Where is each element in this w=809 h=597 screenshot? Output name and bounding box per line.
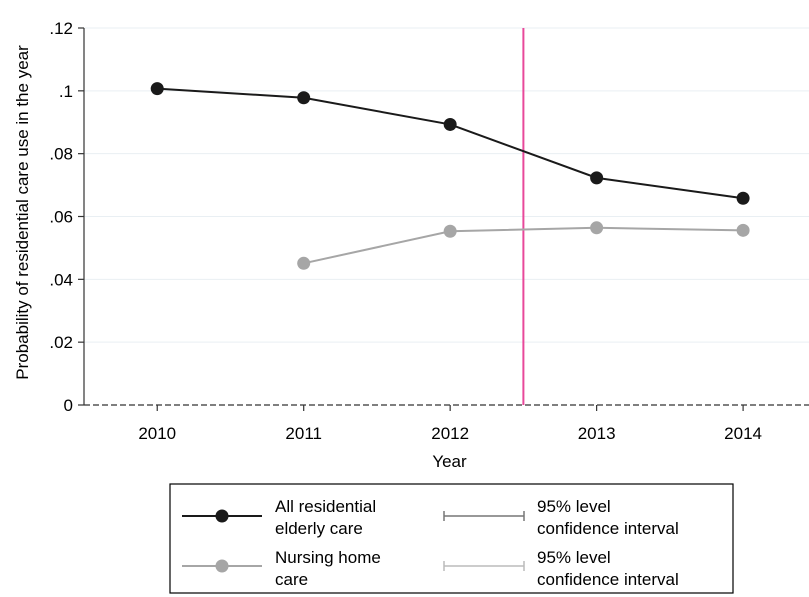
series-layer — [150, 82, 750, 270]
series-1-point — [590, 171, 604, 185]
x-tick-label: 2011 — [285, 424, 322, 443]
legend-label: confidence interval — [537, 570, 679, 589]
series-2-point — [590, 221, 604, 235]
axis-labels: Year Probability of residential care use … — [13, 45, 467, 471]
x-axis-title: Year — [432, 452, 467, 471]
legend-label: care — [275, 570, 308, 589]
gridlines — [84, 27, 809, 343]
series-1-point — [297, 91, 311, 105]
x-tick-label: 2013 — [578, 424, 616, 443]
legend-label: All residential — [275, 497, 376, 516]
legend-box — [169, 483, 734, 594]
series-2-point — [443, 224, 457, 238]
y-axis-title: Probability of residential care use in t… — [13, 45, 32, 380]
series-2-point — [736, 223, 750, 237]
legend-label: elderly care — [275, 519, 363, 538]
legend-marker — [215, 559, 229, 573]
series-1-point — [443, 117, 457, 131]
legend-marker — [215, 509, 229, 523]
y-tick-label: .04 — [49, 270, 73, 289]
y-tick-label: .06 — [49, 208, 73, 227]
series-line-2 — [303, 226, 744, 265]
axes: 0 .02 .04 .06 .08 .1 .12 2010 2011 2012 2013 2014 — [49, 19, 809, 443]
series-line-1 — [157, 87, 744, 200]
y-tick-label: .08 — [49, 145, 73, 164]
x-tick-label: 2014 — [724, 424, 762, 443]
legend-label: 95% level — [537, 497, 611, 516]
series-2-point — [297, 256, 311, 270]
y-tick-label: .1 — [59, 82, 73, 101]
legend-label: Nursing home — [275, 548, 381, 567]
series-1-point — [150, 82, 164, 96]
legend-label: 95% level — [537, 548, 611, 567]
series-1-point — [736, 191, 750, 205]
legend-label: confidence interval — [537, 519, 679, 538]
y-tick-label: .12 — [49, 19, 73, 38]
x-tick-label: 2010 — [138, 424, 176, 443]
y-tick-label: 0 — [64, 396, 73, 415]
legend: All residential elderly care 95% level conf… — [169, 483, 734, 594]
y-tick-label: .02 — [49, 333, 73, 352]
x-tick-label: 2012 — [431, 424, 469, 443]
